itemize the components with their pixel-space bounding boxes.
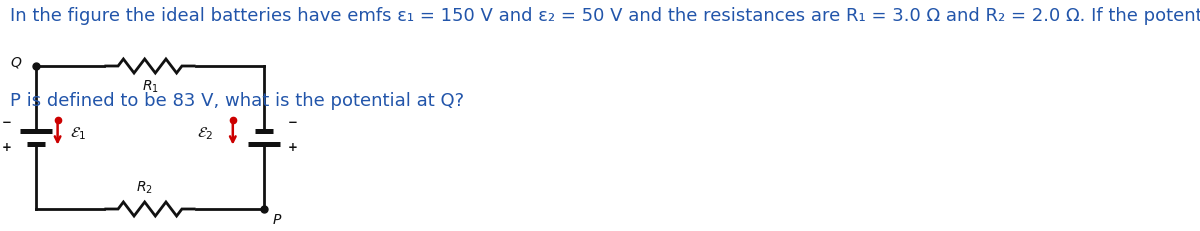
Text: −: − xyxy=(2,116,12,129)
Text: +: + xyxy=(288,141,298,154)
Text: $R_2$: $R_2$ xyxy=(136,179,152,196)
Text: $R_1$: $R_1$ xyxy=(142,79,158,95)
Text: Q: Q xyxy=(11,55,22,69)
Text: $\mathcal{E}_1$: $\mathcal{E}_1$ xyxy=(70,125,86,142)
Text: In the figure the ideal batteries have emfs ε₁ = 150 V and ε₂ = 50 V and the res: In the figure the ideal batteries have e… xyxy=(10,7,1200,25)
Text: P: P xyxy=(272,213,281,227)
Text: +: + xyxy=(2,141,12,154)
Text: −: − xyxy=(288,116,298,129)
Text: P is defined to be 83 V, what is the potential at Q?: P is defined to be 83 V, what is the pot… xyxy=(10,92,463,110)
Text: $\mathcal{E}_2$: $\mathcal{E}_2$ xyxy=(197,125,214,142)
